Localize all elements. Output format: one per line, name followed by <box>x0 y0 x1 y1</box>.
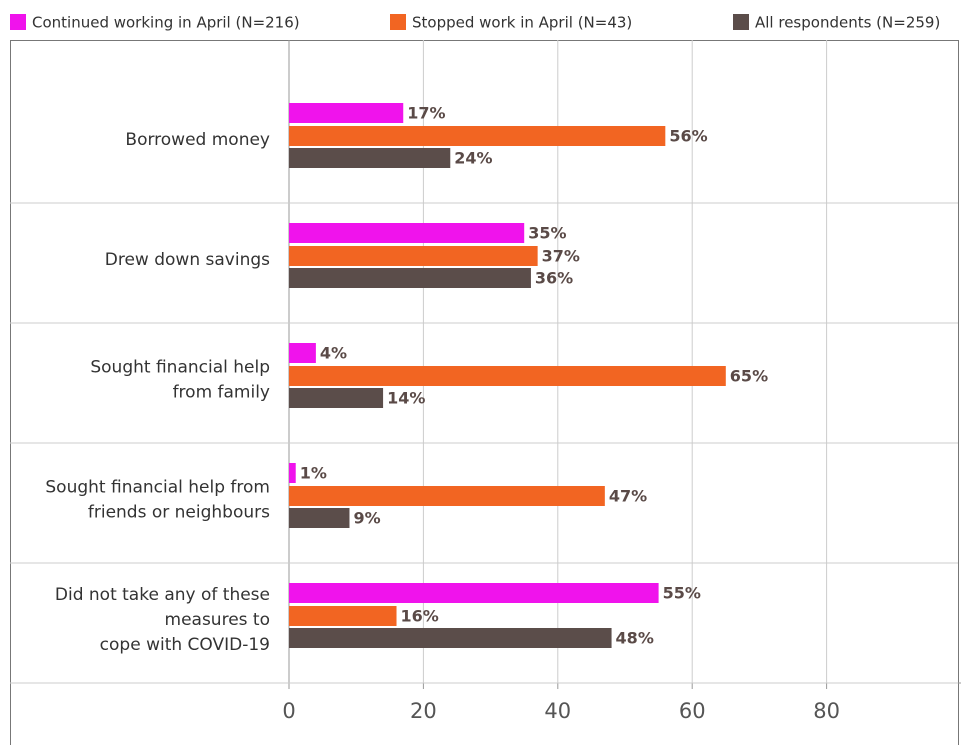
value-label: 47% <box>609 487 647 506</box>
value-label: 4% <box>320 344 347 363</box>
bar <box>289 366 726 386</box>
legend-swatch <box>390 14 406 30</box>
bar <box>289 486 605 506</box>
legend-label: All respondents (N=259) <box>755 14 940 32</box>
bar <box>289 628 612 648</box>
bar <box>289 126 666 146</box>
value-label: 9% <box>353 509 380 528</box>
category-label: Sought financial help from friends or nei… <box>45 478 270 523</box>
legend-swatch <box>10 14 26 30</box>
bar <box>289 246 538 266</box>
category-label-line: cope with COVID-19 <box>100 635 270 655</box>
value-label: 56% <box>669 127 707 146</box>
legend-label: Stopped work in April (N=43) <box>412 14 632 32</box>
bar <box>289 223 525 243</box>
bar <box>289 343 316 363</box>
bar <box>289 103 404 123</box>
legend-label: Continued working in April (N=216) <box>32 14 300 32</box>
value-label: 37% <box>542 247 580 266</box>
x-tick-label: 80 <box>813 699 840 723</box>
bar <box>289 583 659 603</box>
value-label: 36% <box>535 269 573 288</box>
value-label: 1% <box>300 464 327 483</box>
plot-frame <box>10 40 959 745</box>
category-label: Sought financial help from family <box>90 358 270 403</box>
bar <box>289 463 296 483</box>
value-label: 14% <box>387 389 425 408</box>
category-label-line: Sought financial help from <box>45 478 270 498</box>
x-tick-label: 0 <box>282 699 295 723</box>
category-label-line: measures to <box>165 610 270 630</box>
bar <box>289 606 397 626</box>
x-tick-label: 20 <box>410 699 437 723</box>
x-tick-label: 40 <box>544 699 571 723</box>
value-label: 16% <box>401 607 439 626</box>
category-label: Drew down savings <box>105 250 270 270</box>
value-label: 24% <box>454 149 492 168</box>
bar <box>289 148 451 168</box>
value-label: 65% <box>730 367 768 386</box>
legend-swatch <box>733 14 749 30</box>
value-label: 55% <box>663 584 701 603</box>
category-label-line: Did not take any of these <box>55 585 270 605</box>
category-label-line: Borrowed money <box>125 130 270 150</box>
bar <box>289 268 531 288</box>
value-label: 17% <box>407 104 445 123</box>
x-tick-label: 60 <box>679 699 706 723</box>
category-label: Borrowed money <box>125 130 270 150</box>
category-label-line: from family <box>173 383 270 403</box>
value-label: 48% <box>616 629 654 648</box>
value-label: 35% <box>528 224 566 243</box>
category-label: Did not take any of these measures to cope… <box>55 585 270 655</box>
bar <box>289 508 350 528</box>
bar <box>289 388 384 408</box>
category-label-line: Sought financial help <box>90 358 270 378</box>
category-label-line: Drew down savings <box>105 250 270 270</box>
category-label-line: friends or neighbours <box>88 503 270 523</box>
